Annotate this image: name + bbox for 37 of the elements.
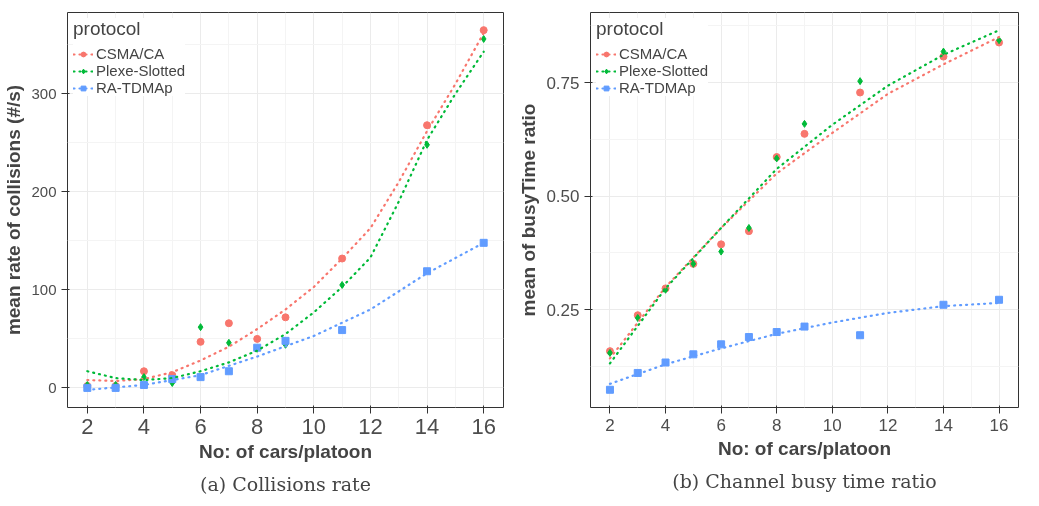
legend-label: RA-TDMAp: [96, 79, 173, 96]
y-tick-label: 100: [31, 280, 57, 298]
x-tick-label: 10: [301, 413, 327, 439]
x-tick-label: 14: [414, 413, 440, 439]
legend-label: Plexe-Slotted: [96, 62, 186, 79]
y-axis-title: mean rate of collisions (#/s): [3, 84, 25, 336]
y-tick-label: 300: [31, 84, 57, 102]
y-axis-title: mean of busyTime ratio: [518, 103, 540, 317]
x-tick-label: 16: [989, 415, 1009, 435]
x-axis-title: No: of cars/platoon: [198, 440, 373, 462]
x-tick-label: 4: [660, 415, 671, 435]
legend-label: Plexe-Slotted: [619, 62, 709, 79]
y-tick-label: 0.25: [546, 300, 580, 320]
text: (b) Channel busy time ratio: [672, 469, 937, 492]
x-tick-label: 14: [934, 415, 953, 435]
y-tick-label: 0: [48, 378, 57, 396]
x-tick-label: 8: [251, 413, 264, 439]
legend-label: CSMA/CA: [619, 45, 688, 62]
x-axis-title: No: of cars/platoon: [717, 437, 892, 459]
x-tick-label: 6: [716, 415, 726, 435]
x-tick-label: 4: [137, 413, 151, 439]
y-tick-label: 0.50: [546, 187, 580, 207]
legend-label: CSMA/CA: [96, 45, 165, 62]
x-tick-label: 2: [605, 415, 615, 435]
y-tick-label: 200: [31, 182, 57, 200]
x-tick-label: 6: [194, 413, 207, 439]
legend-label: RA-TDMAp: [619, 79, 696, 96]
x-tick-label: 10: [822, 415, 842, 435]
text: (a) Collisions rate: [200, 472, 371, 495]
x-tick-label: 12: [878, 415, 898, 435]
x-tick-label: 16: [471, 413, 496, 439]
x-tick-label: 12: [358, 413, 383, 439]
legend-title: protocol: [73, 18, 142, 40]
legend-title: protocol: [596, 18, 665, 40]
y-tick-label: 0.75: [546, 73, 580, 93]
x-tick-label: 2: [81, 413, 94, 439]
x-tick-label: 8: [771, 415, 782, 435]
